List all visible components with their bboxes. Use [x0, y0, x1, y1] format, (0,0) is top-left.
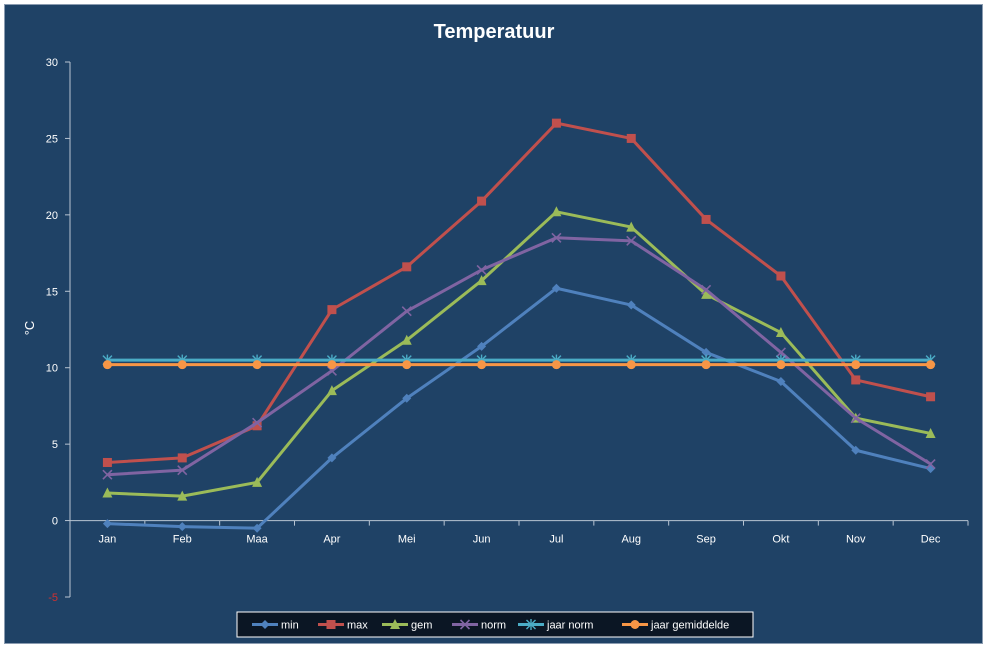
data-point-norm [401, 306, 412, 317]
legend-marker-gem [390, 619, 400, 629]
data-point-max [177, 453, 187, 463]
data-point-jaar-gemiddelde [477, 360, 487, 370]
x-tick-label: Jan [99, 534, 117, 546]
y-tick-label: -5 [48, 592, 58, 604]
data-point-jaar-gemiddelde [776, 360, 786, 370]
x-tick-label: Dec [921, 534, 941, 546]
data-point-max [926, 392, 936, 402]
y-tick-label: 20 [46, 210, 58, 222]
data-point-gem [476, 275, 487, 286]
data-point-gem [775, 327, 786, 338]
data-point-jaar-gemiddelde [551, 360, 561, 370]
x-tick-label: Maa [246, 534, 268, 546]
data-point-gem [925, 427, 936, 438]
data-point-max [776, 271, 786, 281]
legend-marker-max [326, 620, 336, 629]
data-point-min [402, 393, 412, 403]
data-point-min [851, 445, 861, 455]
data-point-norm [551, 232, 562, 243]
series-line-gem [107, 210, 931, 498]
data-point-norm [701, 284, 712, 295]
data-point-max [477, 196, 487, 206]
data-point-jaar-gemiddelde [851, 360, 861, 370]
y-tick-label: 10 [46, 363, 58, 375]
data-point-norm [252, 417, 263, 428]
series-line-norm [107, 236, 932, 477]
data-point-norm [775, 347, 786, 358]
data-point-max [626, 133, 636, 143]
data-point-max [551, 118, 561, 128]
data-point-gem [626, 221, 637, 232]
data-point-min [477, 341, 487, 351]
legend-label-jaar-gemiddelde: jaar gemiddelde [650, 620, 729, 632]
chart-frame [4, 4, 983, 644]
data-point-max [701, 214, 711, 224]
data-point-gem [551, 206, 562, 217]
y-tick-label: 15 [46, 286, 58, 298]
x-tick-label: Okt [772, 534, 789, 546]
data-point-norm [476, 264, 487, 275]
x-tick-label: Aug [621, 534, 641, 546]
data-point-gem [326, 385, 337, 396]
data-point-jaar-gemiddelde [177, 360, 187, 370]
data-point-gem [252, 476, 263, 487]
data-point-jaar-gemiddelde [701, 360, 711, 370]
legend-marker-norm [459, 619, 471, 630]
data-point-jaar-gemiddelde [402, 360, 412, 370]
data-point-min [177, 522, 187, 532]
y-tick-label: 0 [52, 516, 58, 528]
x-tick-label: Nov [846, 534, 866, 546]
y-tick-label: 25 [46, 133, 58, 145]
series-line-max [107, 121, 931, 464]
legend-marker-jaar-gemiddelde [630, 620, 640, 629]
data-point-jaar-gemiddelde [626, 360, 636, 370]
data-point-min [551, 283, 561, 293]
data-point-min [102, 519, 112, 529]
data-point-gem [177, 490, 188, 501]
y-axis-label: °C [22, 321, 37, 336]
data-point-min [701, 347, 711, 357]
data-point-min [252, 523, 262, 533]
chart-title: Temperatuur [434, 21, 555, 43]
x-tick-label: Sep [696, 534, 716, 546]
data-point-min [926, 464, 936, 474]
legend-label-min: min [281, 620, 299, 632]
x-tick-label: Feb [173, 534, 192, 546]
legend-label-max: max [347, 620, 368, 632]
data-point-max [851, 375, 861, 385]
x-tick-label: Mei [398, 534, 416, 546]
data-point-jaar-gemiddelde [926, 360, 936, 370]
y-tick-label: 30 [46, 57, 58, 69]
y-tick-label: 5 [52, 439, 58, 451]
data-point-jaar-gemiddelde [102, 360, 112, 370]
data-point-jaar-gemiddelde [252, 360, 262, 370]
legend-label-norm: norm [481, 620, 506, 632]
legend-label-jaar-norm: jaar norm [546, 620, 593, 632]
data-point-norm [102, 469, 113, 480]
data-point-gem [102, 487, 113, 498]
data-point-norm [850, 413, 861, 424]
data-point-gem [401, 334, 412, 345]
data-point-max [402, 262, 412, 272]
data-point-max [252, 421, 262, 431]
data-point-norm [626, 235, 637, 246]
data-point-min [626, 300, 636, 310]
data-point-min [327, 453, 337, 463]
x-tick-label: Jun [473, 534, 491, 546]
data-point-gem [701, 288, 712, 299]
data-point-jaar-gemiddelde [327, 360, 337, 370]
legend-label-gem: gem [411, 620, 432, 632]
data-point-norm [925, 458, 936, 470]
x-tick-label: Jul [549, 534, 563, 546]
data-point-min [776, 376, 786, 386]
x-tick-label: Apr [323, 534, 340, 546]
series-line-min [107, 286, 931, 530]
legend-marker-min [260, 620, 270, 629]
data-point-max [102, 457, 112, 467]
data-point-norm [177, 465, 188, 476]
legend-marker-jaar-norm [526, 619, 536, 630]
data-point-max [327, 305, 337, 315]
